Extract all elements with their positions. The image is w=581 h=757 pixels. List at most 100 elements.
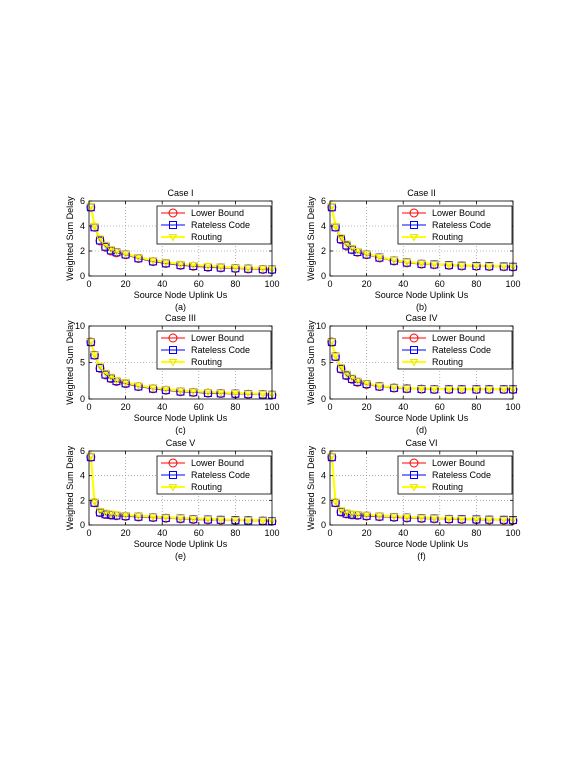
x-tick-label: 80 <box>230 279 240 289</box>
data-point-series-3 <box>342 240 351 248</box>
x-tick-label: 100 <box>505 402 520 412</box>
data-point-series-3 <box>336 234 346 242</box>
data-point-series-3 <box>342 509 351 517</box>
data-point-series-3 <box>134 254 143 262</box>
legend-marker <box>410 221 418 229</box>
data-point-series-3 <box>161 514 171 522</box>
legend-label: Lower Bound <box>191 333 244 343</box>
data-point-series-3 <box>331 223 340 231</box>
subplot-1: 0 20 40 60 80 100 0 2 4 6 Case I Source Node Uplink… <box>65 188 280 312</box>
legend-label: Rateless Code <box>191 470 250 480</box>
data-point-series-3 <box>457 515 467 524</box>
data-point-series-3 <box>484 263 494 271</box>
subplot-caption: (b) <box>416 302 427 312</box>
data-point-series-3 <box>402 385 412 393</box>
data-point-series-3 <box>457 262 467 270</box>
chart-title: Case IV <box>405 313 437 323</box>
x-tick-label: 80 <box>230 402 240 412</box>
y-axis-label: Weighted Sum Delay <box>65 320 75 405</box>
data-point-series-3 <box>203 516 213 524</box>
data-point-series-3 <box>176 261 185 269</box>
subplot-3: 0 20 40 60 80 100 0 5 10 Case III Source Node Upli… <box>65 313 280 435</box>
data-point-series-3 <box>362 250 371 259</box>
x-tick-label: 0 <box>86 279 91 289</box>
data-point-series-3 <box>216 516 226 524</box>
data-point-series-3 <box>417 260 426 268</box>
legend-label: Lower Bound <box>191 208 244 218</box>
legend-marker <box>168 359 178 367</box>
subplot-caption: (e) <box>175 551 186 561</box>
data-point-series-3 <box>402 513 412 522</box>
data-point-series-3 <box>457 386 467 394</box>
data-point-series-3 <box>121 512 130 520</box>
data-point-series-3 <box>375 382 384 391</box>
legend-marker <box>409 234 419 242</box>
data-point-series-3 <box>472 262 481 271</box>
data-point-series-3 <box>243 390 253 398</box>
subplot-5: 0 20 40 60 80 100 0 2 4 6 Case V Source Node Uplink… <box>65 438 280 561</box>
chart-title: Case I <box>167 188 193 198</box>
legend-label: Lower Bound <box>432 458 485 468</box>
data-point-series-3 <box>231 264 240 272</box>
x-tick-label: 20 <box>121 279 131 289</box>
legend: Lower Bound Rateless Code Routing <box>156 205 272 245</box>
data-point-series-3 <box>161 386 171 394</box>
data-point-series-3 <box>231 516 240 525</box>
legend-label: Rateless Code <box>432 470 491 480</box>
legend-label: Rateless Code <box>432 220 491 230</box>
data-point-series-3 <box>188 262 198 270</box>
y-axis-label: Weighted Sum Delay <box>306 196 316 281</box>
legend: Lower Bound Rateless Code Routing <box>156 330 272 370</box>
subplot-caption: (f) <box>417 551 426 561</box>
legend-label: Rateless Code <box>432 345 491 355</box>
data-point-series-3 <box>101 241 110 250</box>
data-point-series-3 <box>134 382 143 390</box>
data-point-series-2 <box>95 236 104 245</box>
x-tick-label: 20 <box>121 402 131 412</box>
y-tick-label: 4 <box>321 471 326 481</box>
axes-frame <box>88 200 273 277</box>
data-point-series-2 <box>336 235 345 244</box>
subplot-caption: (d) <box>416 425 427 435</box>
data-point-series-3 <box>258 265 268 273</box>
x-axis-label: Source Node Uplink Us <box>134 539 228 549</box>
legend-marker <box>168 484 178 492</box>
y-tick-label: 0 <box>321 271 326 281</box>
y-axis-label: Weighted Sum Delay <box>306 320 316 405</box>
data-point-series-3 <box>216 389 226 398</box>
y-tick-label: 0 <box>321 520 326 530</box>
data-point-series-3 <box>95 363 105 371</box>
chart-title: Case III <box>165 313 196 323</box>
legend-marker <box>168 234 178 242</box>
legend-marker <box>409 208 419 218</box>
legend: Lower Bound Rateless Code Routing <box>397 205 513 245</box>
x-tick-label: 80 <box>471 528 481 538</box>
data-point-series-3 <box>331 352 340 361</box>
data-point-series-3 <box>429 261 439 269</box>
x-axis-label: Source Node Uplink Us <box>134 413 228 423</box>
x-axis-label: Source Node Uplink Us <box>134 290 228 300</box>
data-point-series-3 <box>347 510 357 519</box>
legend: Lower Bound Rateless Code Routing <box>397 455 513 495</box>
x-tick-label: 80 <box>471 279 481 289</box>
data-point-series-3 <box>353 511 362 519</box>
data-point-series-3 <box>472 386 481 394</box>
y-tick-label: 6 <box>321 196 326 206</box>
chart-title: Case V <box>166 438 196 448</box>
y-tick-label: 2 <box>321 246 326 256</box>
y-tick-label: 6 <box>80 196 85 206</box>
y-tick-label: 6 <box>80 446 85 456</box>
data-point-series-3 <box>121 250 130 259</box>
x-tick-label: 60 <box>435 528 445 538</box>
data-point-series-3 <box>402 259 412 267</box>
y-axis-label: Weighted Sum Delay <box>306 445 316 530</box>
data-point-series-3 <box>101 509 110 518</box>
x-tick-label: 40 <box>157 402 167 412</box>
x-tick-label: 40 <box>398 528 408 538</box>
data-point-series-3 <box>188 515 198 524</box>
legend-marker <box>409 484 419 492</box>
data-point-series-3 <box>95 235 105 243</box>
data-point-series-3 <box>161 259 171 267</box>
legend-marker <box>169 221 177 229</box>
data-point-series-3 <box>417 385 426 394</box>
